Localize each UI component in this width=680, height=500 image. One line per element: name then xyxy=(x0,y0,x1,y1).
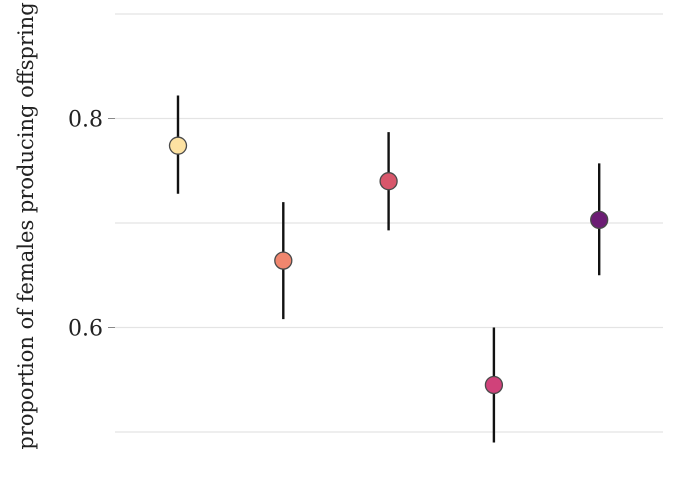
error-bars xyxy=(176,95,601,443)
y-tick-label: 0.8 xyxy=(68,108,103,133)
y-tick-label: 0.6 xyxy=(68,317,103,342)
data-points xyxy=(168,136,609,395)
data-point xyxy=(590,210,609,230)
data-point xyxy=(168,136,188,155)
y-axis-ticks: 0.6 0.8 xyxy=(68,108,115,342)
data-point xyxy=(484,375,504,395)
data-point xyxy=(379,172,398,191)
y-axis-label: proportion of females producing offsprin… xyxy=(14,2,38,449)
data-point xyxy=(274,251,293,270)
